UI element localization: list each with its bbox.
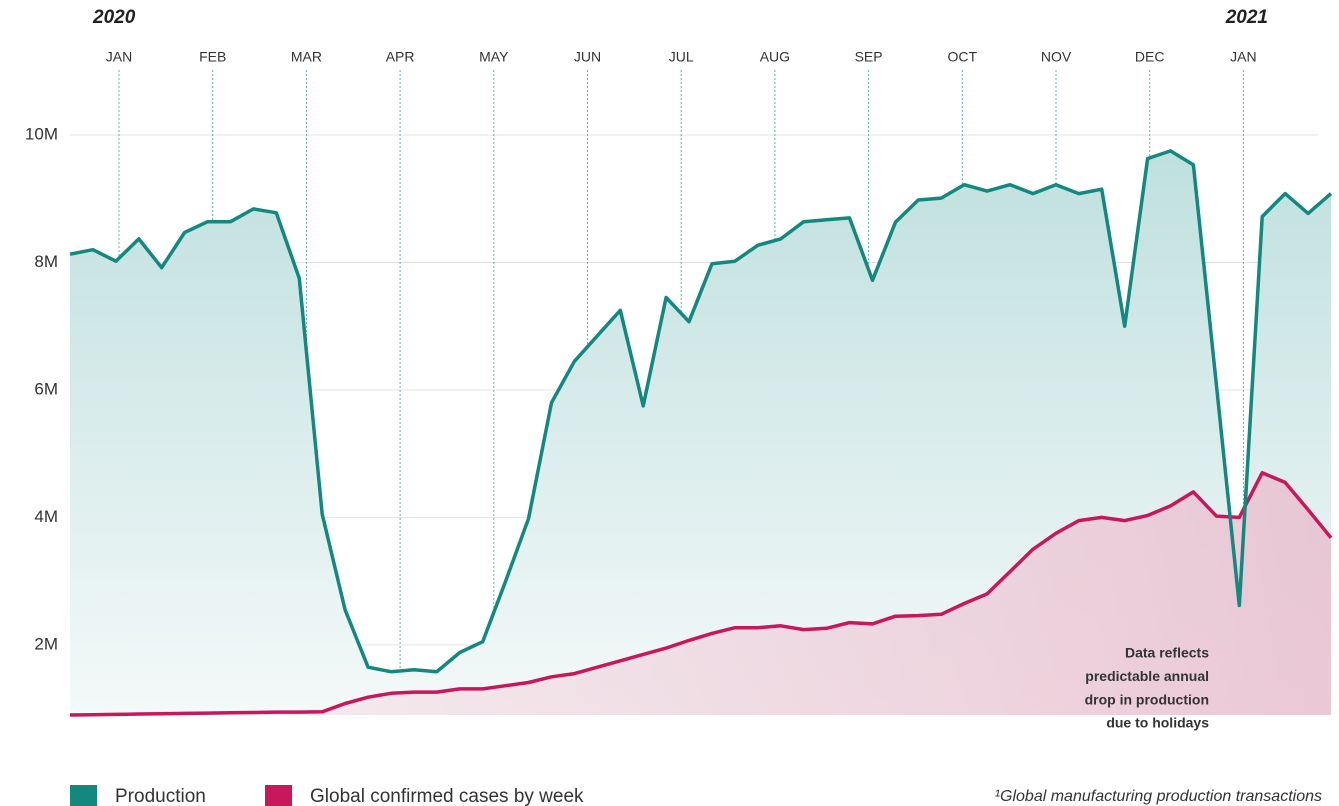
series-line — [69, 149, 1333, 674]
month-label: JAN — [1230, 49, 1256, 65]
year-label: 2021 — [1225, 7, 1268, 28]
y-tick-label: 10M — [25, 124, 58, 143]
month-label: JUN — [574, 49, 601, 65]
month-label: NOV — [1041, 49, 1072, 65]
series-line — [69, 471, 1333, 717]
y-tick-label: 8M — [34, 252, 58, 271]
month-label: AUG — [760, 49, 790, 65]
month-label: OCT — [948, 49, 978, 65]
month-label: JUL — [669, 49, 694, 65]
series-area — [70, 472, 1331, 715]
y-tick-label: 4M — [34, 507, 58, 526]
month-label: DEC — [1135, 49, 1165, 65]
annotation: due to holidays — [1106, 715, 1209, 731]
y-tick-label: 2M — [34, 634, 58, 653]
legend-label: Production — [115, 786, 206, 806]
month-label: MAY — [479, 49, 509, 65]
legend-label: Global confirmed cases by week — [310, 786, 584, 806]
y-tick-label: 6M — [34, 379, 58, 398]
footnote: ¹Global manufacturing production transac… — [995, 788, 1322, 805]
annotation: predictable annual — [1085, 668, 1209, 684]
month-label: FEB — [199, 49, 226, 65]
month-label: SEP — [855, 49, 883, 65]
year-label: 2020 — [92, 7, 136, 28]
legend-swatch — [265, 785, 292, 806]
month-label: JAN — [106, 49, 132, 65]
annotation: drop in production — [1085, 691, 1209, 707]
annotation: Data reflects — [1125, 645, 1209, 661]
month-label: MAR — [291, 49, 322, 65]
month-label: APR — [386, 49, 415, 65]
legend-swatch — [70, 785, 97, 806]
